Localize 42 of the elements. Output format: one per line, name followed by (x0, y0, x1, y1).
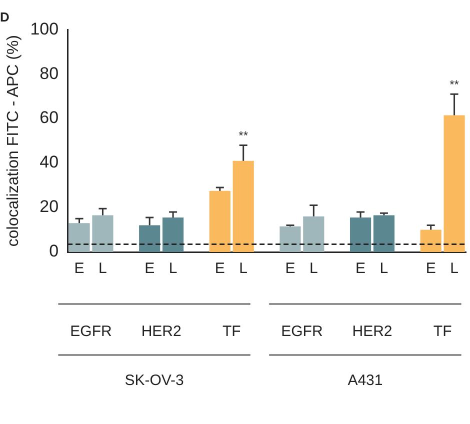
x-tick-label: E (285, 260, 296, 278)
x-tick-label: L (168, 260, 178, 278)
text: EGFR (70, 323, 112, 340)
text: A431 (348, 372, 383, 390)
text: TF (433, 323, 452, 340)
y-tick-label: 100 (30, 19, 59, 38)
bar (92, 215, 114, 252)
x-tick-label: E (426, 260, 436, 278)
x-tick-label: E (214, 260, 225, 278)
x-tick-label: L (239, 260, 248, 278)
x-tick-label: E (356, 260, 366, 278)
bar (420, 230, 442, 252)
chart-title: D (0, 9, 10, 24)
data-label: ** (450, 77, 460, 92)
x-tick-label: L (380, 260, 388, 278)
y-tick-label: 20 (40, 197, 59, 216)
y-tick-label: 40 (40, 152, 59, 172)
bar (303, 216, 324, 252)
x-tick-label: E (74, 260, 84, 278)
data-label: ** (238, 128, 248, 143)
text: SK-OV-3 (124, 372, 184, 390)
text: HER2 (352, 323, 392, 340)
y-tick-label: 60 (40, 108, 59, 128)
x-tick-label: L (98, 260, 107, 278)
bar (162, 218, 184, 252)
x-tick-label: L (309, 260, 318, 278)
bar (444, 115, 465, 252)
bar (139, 225, 160, 252)
bar (68, 223, 90, 252)
bar (373, 215, 395, 252)
x-tick-label: E (144, 260, 155, 278)
y-tick-label: 0 (49, 242, 59, 261)
text: EGFR (281, 323, 323, 340)
y-tick-label: 80 (40, 64, 59, 83)
bar (280, 226, 301, 252)
text: HER2 (141, 323, 182, 340)
bar (209, 190, 230, 252)
y-axis-title: colocalization FITC - APC (%) (5, 34, 22, 247)
text: TF (222, 323, 241, 340)
bar (232, 160, 254, 252)
x-tick-label: L (450, 260, 458, 278)
bar (350, 218, 372, 252)
